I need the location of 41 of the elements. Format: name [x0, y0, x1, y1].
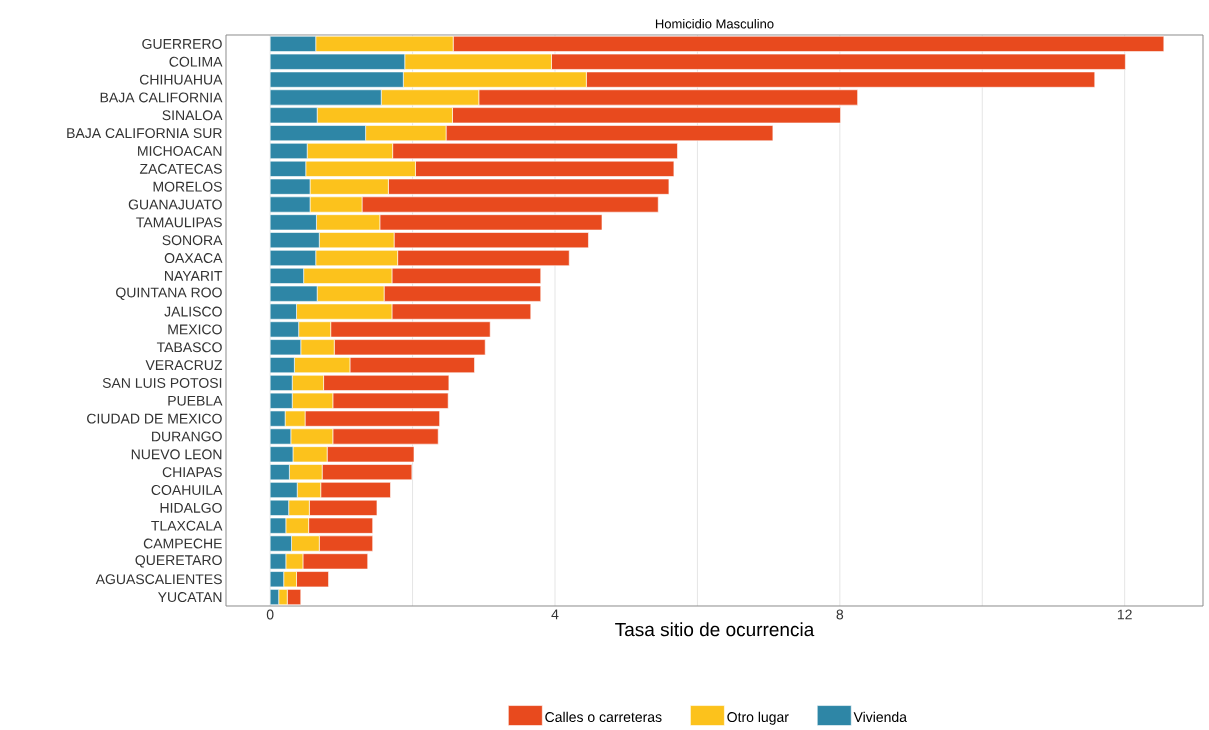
- y-tick-label: COLIMA: [169, 56, 223, 67]
- y-tick-label: BAJA CALIFORNIA: [100, 92, 223, 103]
- y-tick-label: TABASCO: [156, 342, 222, 353]
- x-axis-title: Tasa sitio de ocurrencia: [615, 622, 815, 637]
- y-tick-label: QUINTANA ROO: [116, 287, 222, 300]
- y-tick-label: TAMAULIPAS: [136, 217, 222, 228]
- y-tick-label: GUERRERO: [142, 38, 222, 49]
- y-tick-label: OAXACA: [164, 253, 223, 263]
- y-tick-label: CHIAPAS: [162, 467, 222, 478]
- y-tick-label: AGUASCALIENTES: [95, 574, 222, 585]
- legend-label: Otro lugar: [727, 711, 789, 725]
- x-tick-label: 8: [836, 609, 844, 620]
- y-tick-label: COAHUILA: [151, 485, 223, 495]
- y-tick-label: MICHOACAN: [138, 146, 222, 156]
- y-tick-label: GUANAJUATO: [128, 199, 222, 210]
- x-tick-label: 12: [1117, 609, 1132, 620]
- y-tick-label: CAMPECHE: [143, 538, 222, 549]
- y-tick-label: HIDALGO: [160, 502, 222, 513]
- y-tick-label: NAYARIT: [165, 271, 223, 281]
- y-tick-label: BAJA CALIFORNIA SUR: [67, 128, 222, 139]
- y-tick-label: TLAXCALA: [151, 520, 223, 531]
- y-tick-label: QUERETARO: [135, 555, 222, 568]
- y-tick-label: MEXICO: [168, 324, 222, 335]
- y-tick-label: NUEVO LEON: [131, 449, 222, 460]
- legend-label: Calles o carreteras: [545, 711, 662, 723]
- y-tick-label: SINALOA: [162, 110, 223, 121]
- y-tick-label: YUCATAN: [157, 592, 222, 603]
- y-tick-label: PUEBLA: [168, 395, 223, 406]
- y-tick-label: SAN LUIS POTOSI: [102, 377, 222, 388]
- y-tick-label: CIUDAD DE MEXICO: [87, 413, 222, 424]
- chart-title: Homicidio Masculino: [655, 18, 774, 29]
- x-tick-label: 4: [551, 609, 559, 620]
- legend-label: Vivienda: [853, 711, 907, 723]
- y-tick-label: ZACATECAS: [139, 163, 222, 174]
- y-tick-label: VERACRUZ: [145, 360, 223, 371]
- x-tick-label: 0: [266, 609, 274, 620]
- y-tick-label: SONORA: [162, 235, 223, 246]
- y-tick-label: JALISCO: [164, 306, 222, 317]
- y-tick-label: CHIHUAHUA: [139, 74, 223, 85]
- y-tick-label: DURANGO: [152, 431, 222, 442]
- y-tick-label: MORELOS: [153, 181, 222, 192]
